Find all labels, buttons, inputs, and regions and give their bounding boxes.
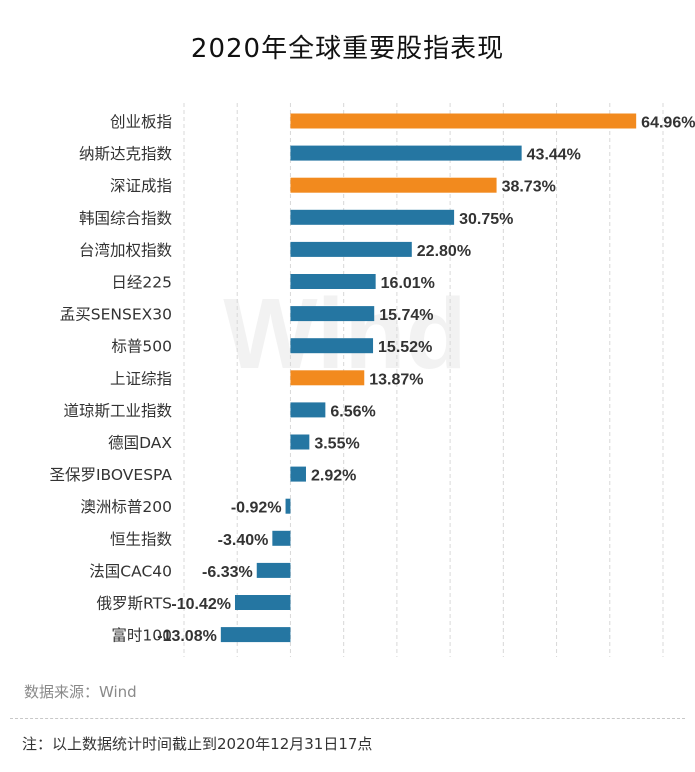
bar [220,627,291,643]
value-label: 43.44% [527,147,581,164]
value-label: 16.01% [381,275,435,292]
value-label: -0.92% [231,500,282,517]
category-label: 德国DAX [108,434,172,452]
bar [290,402,326,418]
value-label: -13.08% [157,628,217,645]
bars-group [220,113,637,643]
bar-chart: Wind 创业板指纳斯达克指数深证成指韩国综合指数台湾加权指数日经225孟买SE… [49,103,695,657]
value-label: -6.33% [202,564,253,581]
category-label: 澳洲标普200 [80,498,172,516]
category-label: 富时100 [111,627,172,645]
bar [290,241,412,257]
value-label: 30.75% [459,211,513,228]
value-label: 6.56% [330,403,375,420]
category-label: 道琼斯工业指数 [63,402,172,420]
category-label: 纳斯达克指数 [79,145,173,163]
note-text: 注：以上数据统计时间截止到2020年12月31日17点 [22,735,373,753]
value-label: 3.55% [314,436,359,453]
category-label: 法国CAC40 [89,562,172,580]
category-label: 创业板指 [110,113,172,131]
bar [290,113,637,129]
value-label: 15.74% [379,307,433,324]
category-label: 恒生指数 [110,530,173,548]
bar [290,370,365,386]
value-label: 15.52% [378,339,432,356]
bar [256,562,291,578]
value-label: -3.40% [218,532,269,549]
bar [234,595,291,610]
value-labels: 64.96% 43.44% 38.73% 30.75% 22.80% 16.01% 15.7… [157,115,695,646]
value-label: 38.73% [502,179,556,196]
bar [290,466,306,482]
bar [290,274,376,289]
category-label: 圣保罗IBOVESPA [49,466,172,484]
bar [290,306,375,322]
footer-divider [10,718,685,719]
category-label: 台湾加权指数 [79,241,173,259]
bar [272,530,291,546]
bar [290,177,497,193]
chart-title: 2020年全球重要股指表现 [190,34,505,64]
bar [290,434,310,450]
category-label: 俄罗斯RTS [97,595,172,613]
category-label: 上证综指 [110,370,172,388]
category-label: 标普500 [111,338,172,356]
value-label: -10.42% [171,596,231,613]
category-label: 日经225 [111,274,172,292]
value-label: 22.80% [417,243,471,260]
value-label: 13.87% [369,371,423,388]
source-text: 数据来源：Wind [24,683,137,701]
bar [290,145,522,161]
bar [285,498,291,514]
value-label: 2.92% [311,468,356,485]
bar [290,338,374,354]
category-label: 韩国综合指数 [79,209,173,227]
bar [290,209,455,225]
category-label: 深证成指 [110,177,172,195]
value-label: 64.96% [641,115,695,132]
category-label: 孟买SENSEX30 [60,306,172,324]
